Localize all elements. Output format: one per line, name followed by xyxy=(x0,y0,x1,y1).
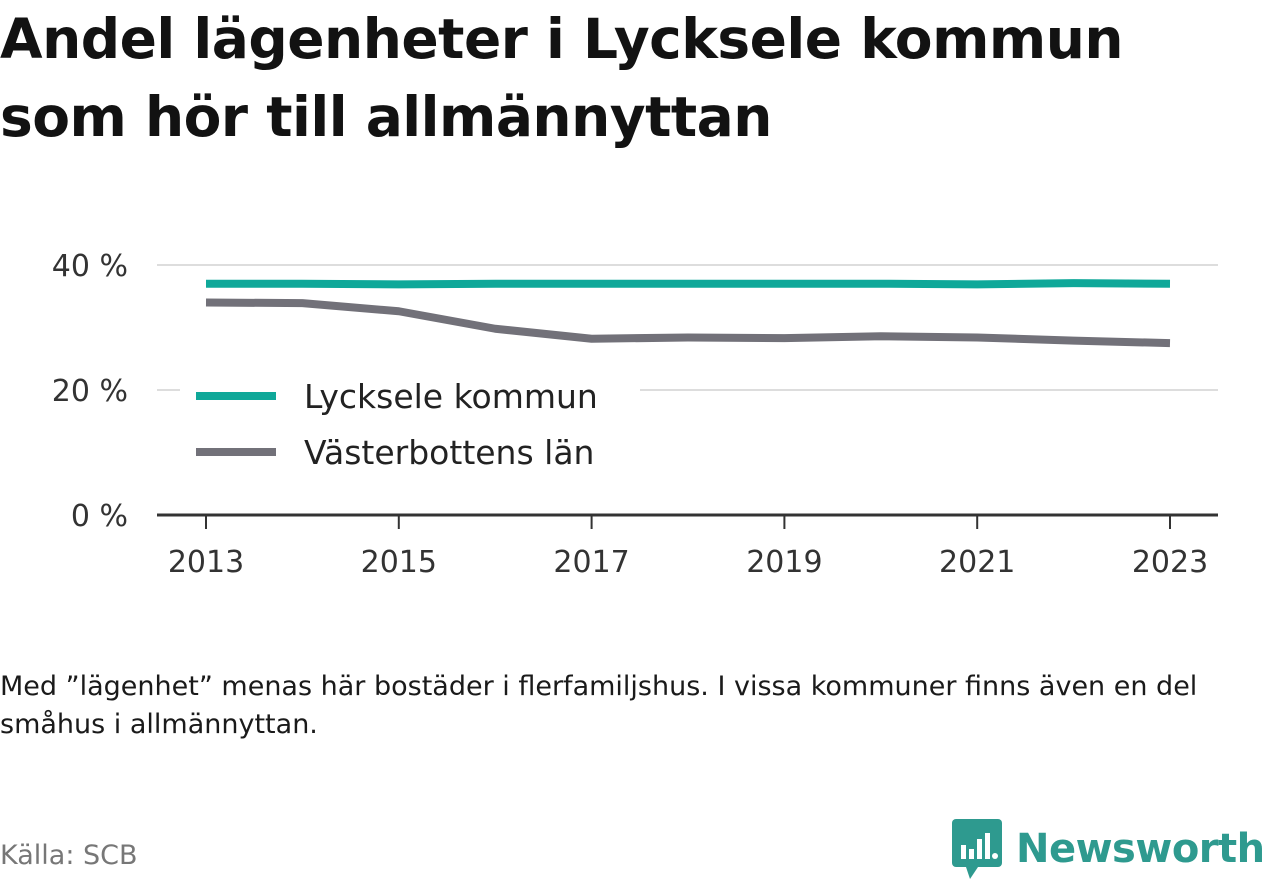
y-axis-ticks: 0 % 20 % 40 % xyxy=(52,249,128,534)
legend-label-lycksele: Lycksele kommun xyxy=(304,377,598,416)
y-tick-label: 0 % xyxy=(71,499,128,534)
chart-note: Med ”lägenhet” menas här bostäder i fler… xyxy=(0,671,1198,740)
y-tick-label: 40 % xyxy=(52,249,128,284)
series-lines xyxy=(205,279,1171,348)
series-line-vasterbotten xyxy=(205,298,1171,348)
x-tick-label: 2023 xyxy=(1132,545,1208,580)
line-chart: 0 % 20 % 40 % 2013 2015 2017 2019 2021 2023 Lyc… xyxy=(52,249,1218,580)
series-line-lycksele xyxy=(206,279,1171,289)
x-tick-label: 2013 xyxy=(168,545,244,580)
newsworthy-logo-icon xyxy=(952,819,1002,879)
chart-title: Andel lägenheter i Lycksele kommun som h… xyxy=(0,7,1124,149)
legend-label-vasterbotten: Västerbottens län xyxy=(304,433,594,472)
x-tick-label: 2019 xyxy=(746,545,822,580)
source-label: Källa: SCB xyxy=(0,840,138,871)
legend: Lycksele kommun Västerbottens län xyxy=(180,368,640,496)
x-tick-label: 2015 xyxy=(361,545,437,580)
newsworthy-brand[interactable]: Newsworthy xyxy=(952,818,1262,880)
legend-background xyxy=(180,368,640,496)
x-axis: 2013 2015 2017 2019 2021 2023 xyxy=(157,513,1218,580)
x-tick-label: 2021 xyxy=(939,545,1015,580)
brand-name: Newsworthy xyxy=(1016,826,1262,872)
x-tick-label: 2017 xyxy=(553,545,629,580)
y-tick-label: 20 % xyxy=(52,374,128,409)
